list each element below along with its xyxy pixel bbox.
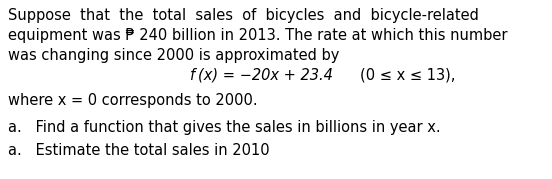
Text: where x = 0 corresponds to 2000.: where x = 0 corresponds to 2000. [8,93,258,108]
Text: a.   Estimate the total sales in 2010: a. Estimate the total sales in 2010 [8,143,269,158]
Text: f (x) = −20x + 23.4: f (x) = −20x + 23.4 [190,68,333,83]
Text: Suppose  that  the  total  sales  of  bicycles  and  bicycle-related: Suppose that the total sales of bicycles… [8,8,479,23]
Text: (0 ≤ x ≤ 13),: (0 ≤ x ≤ 13), [360,68,455,83]
Text: was changing since 2000 is approximated by: was changing since 2000 is approximated … [8,48,339,63]
Text: a.   Find a function that gives the sales in billions in year x.: a. Find a function that gives the sales … [8,120,440,135]
Text: equipment was ₱ 240 billion in 2013. The rate at which this number: equipment was ₱ 240 billion in 2013. The… [8,28,507,43]
